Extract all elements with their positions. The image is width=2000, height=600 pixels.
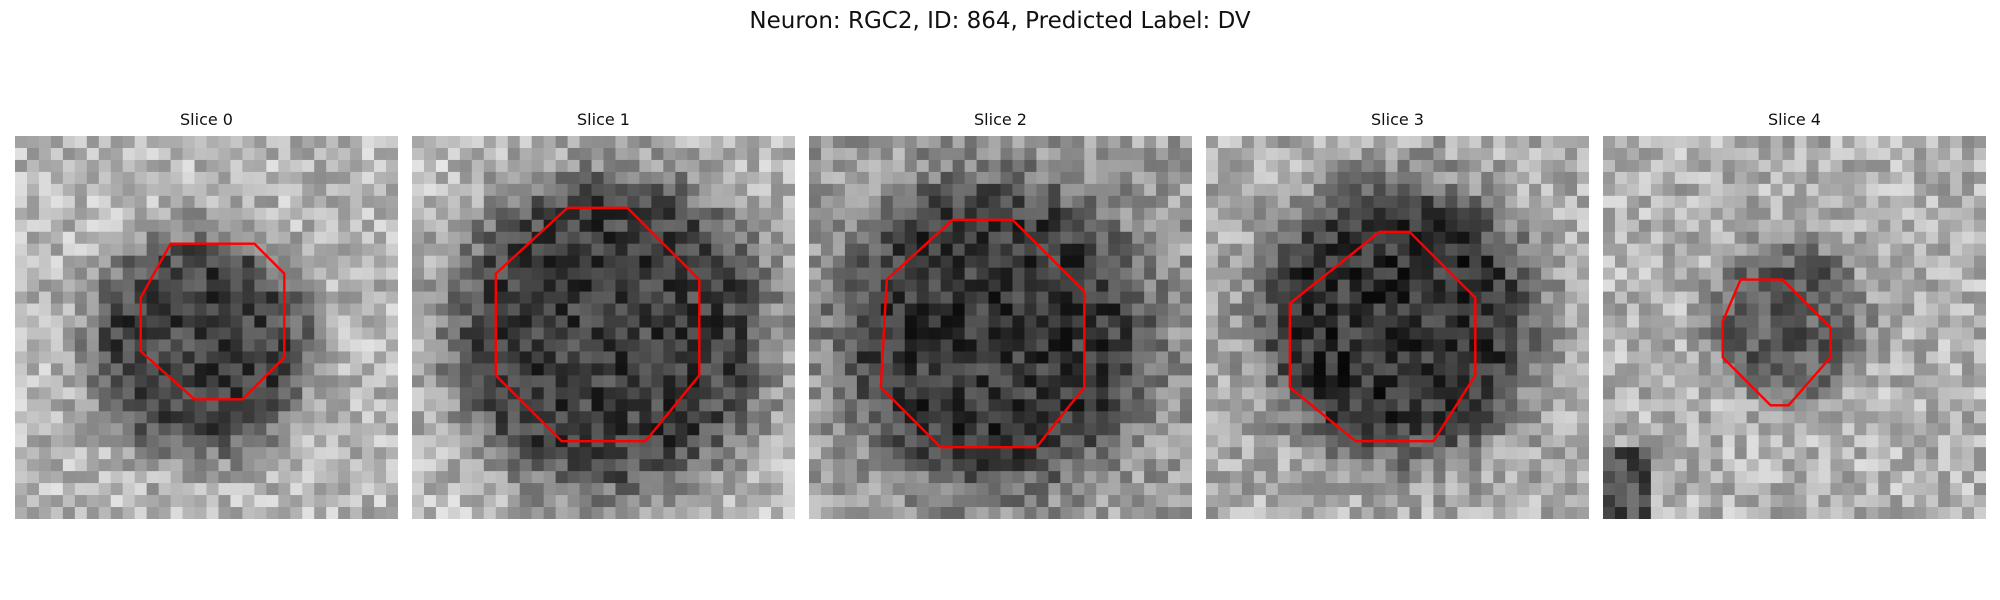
slice-image-1 xyxy=(412,136,795,519)
segmentation-contour xyxy=(139,242,286,401)
slice-panel-0: Slice 0 xyxy=(15,108,398,519)
figure-title: Neuron: RGC2, ID: 864, Predicted Label: … xyxy=(749,8,1251,34)
slice-image-0 xyxy=(15,136,398,519)
slice-title-1: Slice 1 xyxy=(577,110,630,129)
slice-panel-3: Slice 3 xyxy=(1206,108,1589,519)
pixel-grid xyxy=(412,136,795,519)
slice-image-4 xyxy=(1603,136,1986,519)
pixel-grid xyxy=(1603,136,1986,519)
slice-title-4: Slice 4 xyxy=(1768,110,1821,129)
segmentation-contour xyxy=(1288,230,1477,443)
segmentation-contour xyxy=(879,218,1086,449)
segmentation-contour xyxy=(494,206,701,443)
pixel-grid xyxy=(809,136,1192,519)
slice-image-3 xyxy=(1206,136,1589,519)
slice-panel-1: Slice 1 xyxy=(412,108,795,519)
pixel-grid xyxy=(1206,136,1589,519)
slice-panel-4: Slice 4 xyxy=(1603,108,1986,519)
slice-title-3: Slice 3 xyxy=(1371,110,1424,129)
slice-image-2 xyxy=(809,136,1192,519)
segmentation-contour xyxy=(1721,278,1832,407)
pixel-grid xyxy=(15,136,398,519)
slice-title-0: Slice 0 xyxy=(180,110,233,129)
slice-title-2: Slice 2 xyxy=(974,110,1027,129)
slice-panel-2: Slice 2 xyxy=(809,108,1192,519)
